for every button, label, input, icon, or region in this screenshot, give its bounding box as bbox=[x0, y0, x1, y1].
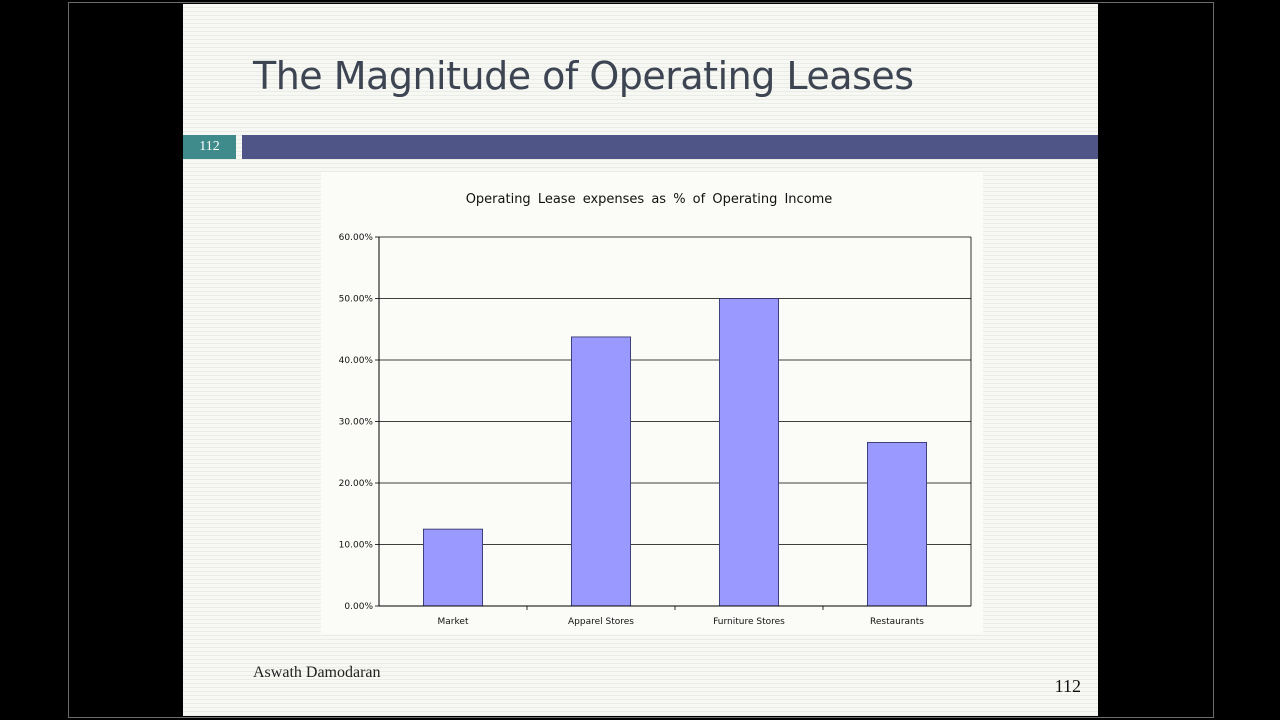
x-tick-label: Restaurants bbox=[870, 617, 924, 627]
y-tick-label: 30.00% bbox=[339, 418, 374, 428]
slide-number-badge: 112 bbox=[183, 135, 236, 159]
y-tick-label: 0.00% bbox=[344, 602, 373, 612]
y-tick-label: 40.00% bbox=[339, 356, 374, 366]
bars bbox=[423, 298, 928, 607]
y-tick-label: 60.00% bbox=[339, 233, 374, 243]
footer-page-number: 112 bbox=[1054, 676, 1081, 696]
footer-author: Aswath Damodaran bbox=[253, 664, 381, 681]
bar bbox=[570, 336, 631, 607]
bar-chart: Operating Lease expenses as % of Operati… bbox=[339, 192, 972, 627]
y-axis-labels: 0.00% 10.00% 20.00% 30.00% 40.00% 50.00% 60.00… bbox=[339, 233, 374, 612]
slide-title: The Magnitude of Operating Leases bbox=[253, 54, 914, 98]
chart-title: Operating Lease expenses as % of Operati… bbox=[466, 192, 833, 207]
y-tick-label: 20.00% bbox=[339, 479, 374, 489]
bar bbox=[718, 298, 779, 607]
x-tick-label: Furniture Stores bbox=[713, 617, 785, 627]
bar bbox=[867, 442, 928, 607]
chart-panel: Operating Lease expenses as % of Operati… bbox=[321, 172, 983, 634]
axes bbox=[378, 237, 972, 607]
bar bbox=[423, 528, 484, 607]
x-axis-labels: Market Apparel Stores Furniture Stores Rest… bbox=[438, 617, 925, 627]
y-tick-label: 50.00% bbox=[339, 295, 374, 305]
y-tick-label: 10.00% bbox=[339, 541, 374, 551]
title-bar bbox=[242, 135, 1098, 159]
x-tick-label: Apparel Stores bbox=[568, 617, 634, 627]
x-tick-label: Market bbox=[438, 617, 469, 627]
slide: The Magnitude of Operating Leases 112 Op… bbox=[183, 4, 1098, 716]
